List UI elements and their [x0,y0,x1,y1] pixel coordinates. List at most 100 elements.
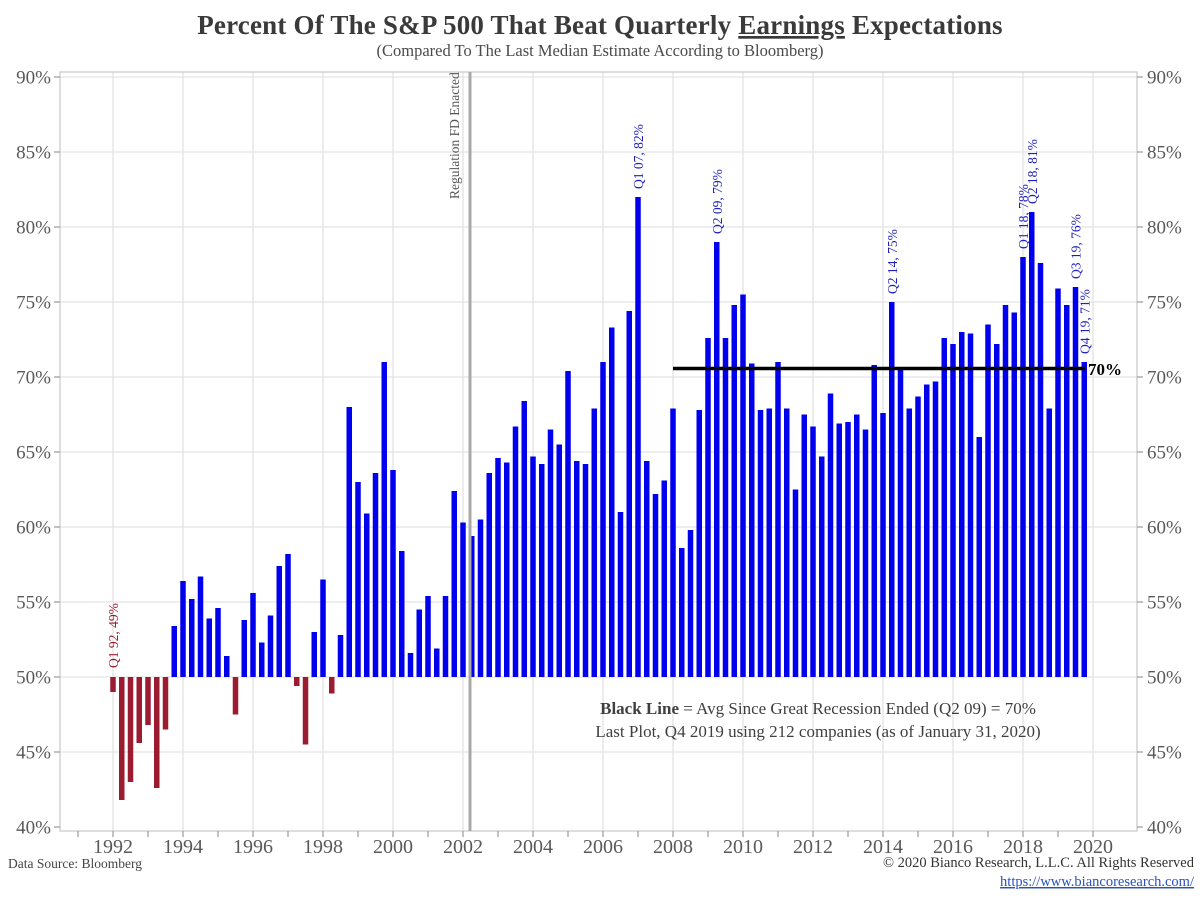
data-source-label: Data Source: Bloomberg [8,856,142,871]
bar-Q1-2011 [775,362,781,677]
bar-Q4-2008 [696,410,702,677]
bar-Q4-2012 [836,423,842,677]
axis-ticks [54,76,1143,837]
bar-Q3-2012 [827,393,834,677]
copyright-label: © 2020 Bianco Research, L.L.C. All Right… [883,855,1195,871]
bar-Q1-2004 [530,456,536,677]
bar-Q2-2017 [994,344,1000,677]
x-axis-label-2004: 2004 [513,836,553,858]
bar-Q4-2018 [1046,408,1052,677]
y-axis-label-right-45: 45% [1147,743,1182,764]
bar-Q1-1994 [180,581,186,677]
avg-line-value-label: 70% [1088,360,1122,379]
bar-Q2-2000 [399,551,405,677]
bar-Q3-2013 [862,429,869,677]
bar-Q1-1999 [355,482,361,677]
x-axis-label-2014: 2014 [863,836,903,858]
black-line-note: Black Line = Avg Since Great Recession E… [600,699,1036,718]
bar-Q4-1999 [381,362,387,677]
x-axis-label-2008: 2008 [653,836,693,858]
x-axis-label-2000: 2000 [373,836,413,858]
bar-Q2-2012 [819,456,825,677]
y-axis-label-left-90: 90% [16,68,51,89]
bar-Q4-2015 [941,338,947,677]
bianco-research-link[interactable]: https://www.biancoresearch.com/ [1000,874,1195,890]
x-axis-label-2016: 2016 [933,836,973,858]
bar-Q3-1997 [302,677,309,745]
y-axis-label-right-80: 80% [1147,218,1182,239]
bar-Q2-2019 [1064,305,1070,677]
bar-Q2-1999 [364,513,370,677]
bar-Q4-1995 [241,620,247,677]
bar-Q3-1996 [267,615,274,677]
bar-Q1-2008 [670,408,676,677]
bar-Q4-1996 [276,566,282,677]
bar-Q4-2010 [766,408,772,677]
x-axis-labels: 1992 1994 1996 1998 2000 2002 2004 2006 2008 2010… [93,836,1113,858]
bar-annotations: Q1 92, 49% Q1 07, 82% Q2 09, 79% Q2 14, 75%… [106,124,1092,668]
bar-Q1-2014 [880,413,886,677]
y-axis-label-left-65: 65% [16,443,51,464]
y-axis-label-right-40: 40% [1147,818,1182,839]
bar-Q4-2011 [801,414,807,677]
bar-Q3-2014 [897,368,904,677]
bar-Q4-2004 [556,444,562,677]
x-axis-label-2020: 2020 [1073,836,1113,858]
bar-Q4-2016 [976,437,982,677]
bar-Q1-2019 [1055,288,1061,677]
bar-Q1-2013 [845,422,851,677]
bar-Q3-2002 [477,519,484,677]
bar-Q3-2007 [652,494,659,677]
annotation-Q2-09: Q2 09, 79% [710,169,725,234]
annotation-Q1-18: Q1 18, 78% [1016,184,1031,249]
bar-Q3-2004 [547,429,554,677]
bar-Q1-2007 [635,197,641,677]
y-axis-label-left-50: 50% [16,668,51,689]
bar-Q3-2001 [442,596,449,677]
bar-Q3-2006 [617,512,624,677]
bar-Q4-2006 [626,311,632,677]
bar-Q4-2019 [1081,362,1087,677]
bar-Q2-1993 [154,677,160,788]
bar-Q1-2018 [1020,257,1026,677]
bar-Q1-2012 [810,426,816,677]
y-axis-label-right-50: 50% [1147,668,1182,689]
bar-Q4-1997 [311,632,317,677]
annotation-Q3-19: Q3 19, 76% [1069,214,1084,279]
bar-Q2-2013 [854,414,860,677]
bar-Q2-2005 [574,461,580,677]
bar-Q4-2001 [451,491,457,677]
bar-Q1-2003 [495,458,501,677]
x-axis-label-2012: 2012 [793,836,833,858]
bar-Q2-2008 [679,548,685,677]
bars [110,197,1087,800]
bar-Q2-2007 [644,461,650,677]
y-axis-label-right-85: 85% [1147,143,1182,164]
x-axis-label-1998: 1998 [303,836,343,858]
bar-Q2-1997 [294,677,300,686]
bar-Q2-1994 [189,599,195,677]
bar-Q3-2016 [967,333,974,677]
bar-Q4-2013 [871,365,877,677]
y-axis-label-left-80: 80% [16,218,51,239]
y-axis-label-left-70: 70% [16,368,51,389]
bar-Q3-1994 [197,576,204,677]
bar-Q4-1992 [136,677,142,743]
x-axis-label-1994: 1994 [163,836,203,858]
y-axis-label-right-65: 65% [1147,443,1182,464]
bar-Q2-2002 [469,536,475,677]
bar-Q4-2005 [591,408,597,677]
bar-Q3-2010 [757,410,764,677]
bar-Q2-2009 [714,242,720,677]
bar-Q1-1997 [285,554,291,677]
bar-Q4-2014 [906,408,912,677]
bar-Q1-2006 [600,362,606,677]
bar-Q2-2011 [784,408,790,677]
y-axis-label-right-60: 60% [1147,518,1182,539]
bar-Q2-2010 [749,363,755,677]
bar-Q1-1995 [215,608,221,677]
bar-Q3-2008 [687,530,694,677]
y-axis-label-left-85: 85% [16,143,51,164]
bar-Q2-2004 [539,464,545,677]
